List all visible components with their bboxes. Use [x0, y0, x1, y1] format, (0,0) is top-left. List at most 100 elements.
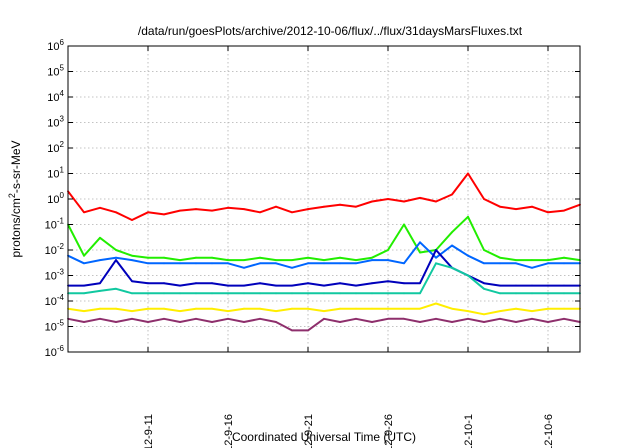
data-point-green [355, 259, 357, 261]
data-point-teal [323, 292, 325, 295]
data-point-yellow [435, 302, 437, 305]
data-point-navy [531, 284, 533, 287]
data-point-green [99, 236, 101, 239]
data-point-red [83, 211, 85, 214]
data-point-blue [371, 259, 373, 261]
data-point-purple [419, 321, 421, 323]
data-point-navy [355, 284, 357, 287]
data-series [67, 172, 581, 332]
data-point-teal [259, 292, 261, 295]
data-point-red [515, 208, 517, 211]
data-point-navy [227, 284, 229, 287]
data-point-yellow [387, 307, 389, 310]
data-point-navy [211, 282, 213, 285]
data-point-teal [179, 292, 181, 295]
data-point-navy [323, 284, 325, 287]
data-point-purple [355, 317, 357, 320]
data-point-purple [387, 317, 389, 320]
data-point-red [339, 203, 341, 206]
data-point-blue [259, 262, 261, 265]
y-axis-label: protons/cm2-s-sr-MeV [7, 140, 23, 257]
data-point-navy [259, 282, 261, 285]
data-point-red [355, 205, 357, 208]
data-point-purple [515, 321, 517, 323]
data-point-red [179, 209, 181, 212]
data-point-teal [483, 287, 485, 290]
y-tick-label: 10-1 [45, 217, 65, 232]
data-point-teal [275, 292, 277, 295]
data-point-blue [483, 262, 485, 265]
data-point-red [131, 219, 133, 221]
data-point-purple [563, 317, 565, 320]
data-point-yellow [243, 307, 245, 310]
data-point-teal [147, 292, 149, 295]
data-point-red [307, 208, 309, 211]
data-point-teal [435, 262, 437, 265]
data-point-green [499, 256, 501, 259]
data-point-yellow [531, 310, 533, 312]
data-point-navy [387, 280, 389, 283]
data-point-blue [435, 256, 437, 259]
data-point-yellow [515, 307, 517, 310]
data-point-navy [131, 280, 133, 283]
data-point-green [339, 256, 341, 259]
y-tick-label: 105 [47, 64, 64, 79]
data-point-green [259, 256, 261, 259]
y-tick-label: 106 [47, 38, 64, 53]
data-point-teal [83, 292, 85, 295]
data-point-yellow [419, 307, 421, 310]
data-point-yellow [275, 310, 277, 312]
data-point-blue [163, 262, 165, 265]
data-point-green [243, 259, 245, 261]
y-tick-label: 10-3 [45, 268, 65, 283]
data-point-blue [515, 262, 517, 265]
data-point-purple [323, 317, 325, 320]
data-point-green [227, 259, 229, 261]
data-point-yellow [179, 310, 181, 312]
data-point-blue [339, 262, 341, 265]
data-point-green [403, 223, 405, 226]
data-point-navy [339, 282, 341, 285]
data-point-navy [403, 282, 405, 285]
data-point-yellow [483, 313, 485, 316]
data-point-navy [147, 282, 149, 285]
y-tick-label: 103 [47, 115, 64, 130]
data-point-green [211, 256, 213, 259]
grid-lines [68, 46, 580, 352]
data-point-navy [179, 284, 181, 287]
data-point-yellow [499, 310, 501, 312]
data-point-blue [467, 254, 469, 257]
data-point-green [195, 256, 197, 259]
data-point-green [163, 256, 165, 259]
data-point-purple [499, 317, 501, 320]
data-point-teal [131, 292, 133, 295]
y-tick-label: 101 [47, 166, 64, 181]
data-point-green [387, 249, 389, 251]
data-point-teal [531, 292, 533, 295]
y-tick-label: 10-6 [45, 344, 65, 359]
y-tick-label: 10-4 [45, 293, 65, 308]
data-point-red [467, 172, 469, 175]
data-point-red [499, 205, 501, 208]
data-point-blue [195, 262, 197, 265]
x-tick-label: 2012-9-16 [223, 414, 235, 448]
data-point-purple [291, 329, 293, 332]
data-point-green [83, 254, 85, 257]
data-point-purple [115, 321, 117, 323]
data-point-blue [179, 262, 181, 265]
data-point-teal [227, 292, 229, 295]
data-point-yellow [339, 307, 341, 310]
data-point-navy [243, 284, 245, 287]
data-point-navy [435, 249, 437, 251]
data-point-blue [419, 241, 421, 244]
data-point-purple [83, 321, 85, 323]
data-point-red [259, 211, 261, 214]
x-tick-label: 2012-9-26 [383, 414, 395, 448]
data-point-teal [403, 292, 405, 295]
data-point-blue [531, 266, 533, 269]
series-line-teal [68, 262, 580, 295]
data-point-red [163, 213, 165, 216]
data-point-yellow [355, 307, 357, 310]
data-point-teal [99, 290, 101, 292]
